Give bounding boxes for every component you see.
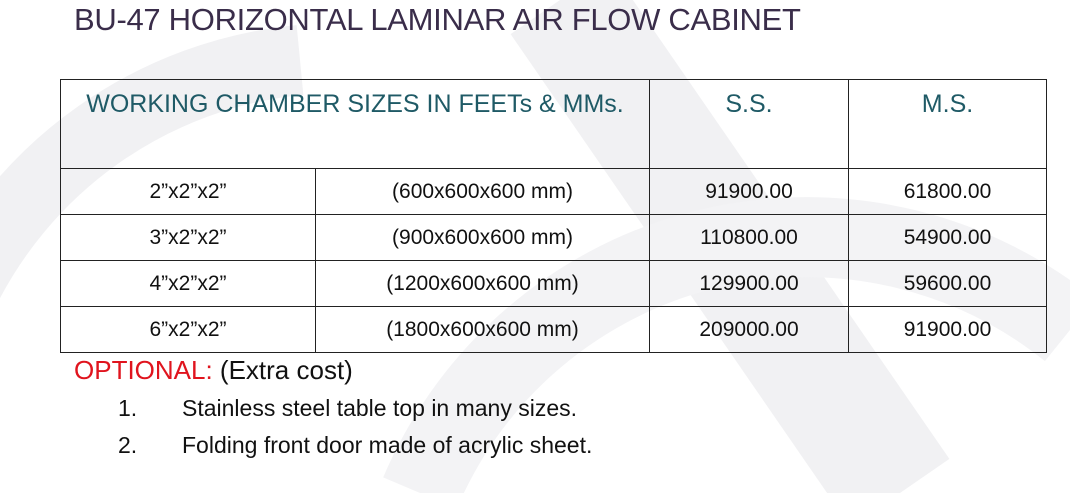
cell-feet: 6”x2”x2” [60,306,316,353]
cell-ss: 129900.00 [649,260,849,307]
page-title: BU-47 HORIZONTAL LAMINAR AIR FLOW CABINE… [74,2,801,37]
cell-ms: 59600.00 [848,260,1047,307]
list-number: 2. [118,432,138,458]
cell-ss: 91900.00 [649,168,849,215]
cell-feet: 4”x2”x2” [60,260,316,307]
table-row: 6”x2”x2” (1800x600x600 mm) 209000.00 919… [60,306,1047,353]
list-text: Stainless steel table top in many sizes. [182,395,578,421]
table-row: 2”x2”x2” (600x600x600 mm) 91900.00 61800… [60,168,1047,215]
cell-mm: (1800x600x600 mm) [315,306,650,353]
cell-mm: (900x600x600 mm) [315,214,650,261]
cell-ms: 54900.00 [848,214,1047,261]
cell-feet: 2”x2”x2” [60,168,316,215]
price-table: WORKING CHAMBER SIZES IN FEETs & MMs. S.… [60,79,1047,353]
list-item: 1. Stainless steel table top in many size… [118,395,577,422]
cell-mm: (1200x600x600 mm) [315,260,650,307]
cell-ms: 61800.00 [848,168,1047,215]
optional-heading: OPTIONAL: (Extra cost) [74,355,353,386]
list-number: 1. [118,395,138,421]
cell-ms: 91900.00 [848,306,1047,353]
list-item: 2. Folding front door made of acrylic she… [118,432,592,459]
cell-ss: 110800.00 [649,214,849,261]
table-row: 3”x2”x2” (900x600x600 mm) 110800.00 5490… [60,214,1047,261]
cell-ss: 209000.00 [649,306,849,353]
cell-mm: (600x600x600 mm) [315,168,650,215]
header-ss: S.S. [649,79,849,169]
cell-feet: 3”x2”x2” [60,214,316,261]
table-row: 4”x2”x2” (1200x600x600 mm) 129900.00 596… [60,260,1047,307]
header-ms: M.S. [848,79,1047,169]
list-text: Folding front door made of acrylic sheet… [182,432,593,458]
header-sizes: WORKING CHAMBER SIZES IN FEETs & MMs. [60,79,650,169]
optional-label: OPTIONAL: [74,355,213,385]
table-header-row: WORKING CHAMBER SIZES IN FEETs & MMs. S.… [60,79,1047,169]
optional-note: (Extra cost) [212,355,353,385]
